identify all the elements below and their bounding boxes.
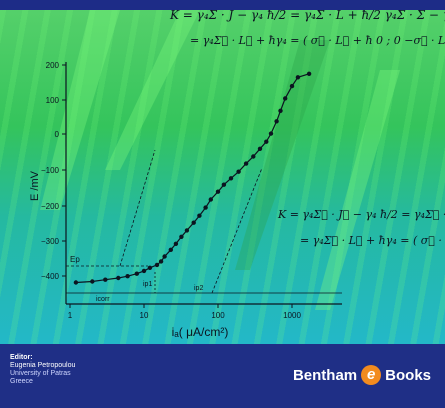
- y-axis-label: E /mV: [29, 170, 41, 201]
- data-point: [168, 247, 173, 252]
- data-point: [278, 108, 283, 114]
- data-point: [116, 275, 121, 281]
- curve-line: [75, 73, 310, 284]
- publisher-name-right: Books: [385, 366, 431, 384]
- data-point: [264, 139, 269, 144]
- y-tick-label: 100: [46, 96, 60, 105]
- editor-affiliation: University of Patras: [10, 370, 71, 377]
- data-point: [162, 254, 167, 259]
- y-tick-label: 0: [55, 130, 60, 139]
- data-point: [173, 241, 179, 246]
- ip1-annotation: ip1: [143, 281, 152, 288]
- editor-label: Editor:: [10, 354, 33, 361]
- data-point: [154, 262, 160, 268]
- data-point: [208, 197, 213, 202]
- x-ticks: [69, 304, 293, 308]
- y-tick-label: −400: [41, 272, 60, 281]
- equation-top-line2: = γ₄Σ⃗ · L⃗ + ħγ₄ = ( σ⃗ · L⃗ + ħ 0 ; 0 …: [190, 34, 445, 47]
- editor-country: Greece: [10, 378, 33, 385]
- data-point: [147, 265, 153, 270]
- polarization-chart: 200 100 0 −100 −200 −300 −400 E /mV 1 10…: [29, 10, 400, 339]
- data-point: [257, 146, 263, 151]
- x-tick-label: 10: [140, 311, 149, 320]
- y-tick-label: −200: [41, 202, 60, 211]
- editor-block: Editor: Eugenia Petropoulou University o…: [10, 354, 75, 386]
- x-tick-label: 1000: [283, 311, 301, 320]
- equation-top-line1: K = γ₄Σ · J − γ₄ ħ/2 = γ₄Σ · L + ħ/2 γ₄Σ…: [170, 8, 445, 22]
- y-tick-label: 200: [46, 61, 60, 70]
- data-point: [134, 271, 139, 276]
- x-tick-label: 100: [211, 311, 225, 320]
- data-point: [295, 75, 301, 80]
- ip2-annotation: ip2: [194, 285, 203, 292]
- ip1-dashed-line: [119, 149, 156, 267]
- data-point: [283, 96, 288, 101]
- x-axis-label: iₐ( μA/cm²): [172, 325, 229, 339]
- y-tick-label: −300: [41, 237, 60, 246]
- data-point: [221, 182, 227, 187]
- data-point: [203, 205, 208, 210]
- y-tick-label: −100: [41, 166, 60, 175]
- data-point: [158, 259, 164, 264]
- data-point: [236, 169, 241, 174]
- y-tick-labels: 200 100 0 −100 −200 −300 −400: [41, 61, 60, 281]
- publisher-name-left: Bentham: [292, 366, 358, 384]
- data-point: [184, 228, 190, 233]
- equation-mid-line1: K = γ₄Σ⃗ · J⃗ − γ₄ ħ/2 = γ₄Σ⃗ · L⃗: [278, 208, 445, 221]
- data-point: [90, 279, 95, 284]
- x-tick-label: 1: [68, 311, 73, 320]
- ep-annotation: Ep: [70, 255, 80, 264]
- background-streaks: [40, 10, 400, 310]
- data-point: [251, 154, 256, 159]
- data-point: [228, 176, 234, 181]
- icorr-annotation: icorr: [96, 296, 110, 303]
- cover-artwork: 200 100 0 −100 −200 −300 −400 E /mV 1 10…: [0, 8, 445, 344]
- data-point: [73, 280, 79, 285]
- data-curve: [73, 71, 312, 285]
- data-point: [243, 161, 249, 166]
- data-point: [179, 234, 184, 239]
- data-point: [289, 83, 295, 89]
- data-point: [191, 220, 196, 225]
- data-point: [215, 189, 221, 194]
- publisher-logo: Bentham e Books: [293, 365, 431, 385]
- data-point: [268, 131, 274, 136]
- data-point: [103, 277, 108, 282]
- equation-mid-line2: = γ₄Σ⃗ · L⃗ + ħγ₄ = ( σ⃗ · L⃗ 0 ): [300, 234, 445, 247]
- top-band: [0, 0, 445, 10]
- data-point: [125, 274, 130, 279]
- data-point: [197, 213, 202, 218]
- x-tick-labels: 1 10 100 1000: [68, 311, 302, 320]
- editor-name: Eugenia Petropoulou: [10, 362, 76, 369]
- bottom-band: Editor: Eugenia Petropoulou University o…: [0, 344, 445, 408]
- bentham-e-logo-icon: e: [361, 365, 382, 385]
- data-point: [141, 268, 147, 274]
- data-point: [274, 119, 279, 124]
- data-point: [306, 71, 312, 76]
- y-ticks: [62, 64, 66, 277]
- ip2-dashed-line: [211, 167, 263, 294]
